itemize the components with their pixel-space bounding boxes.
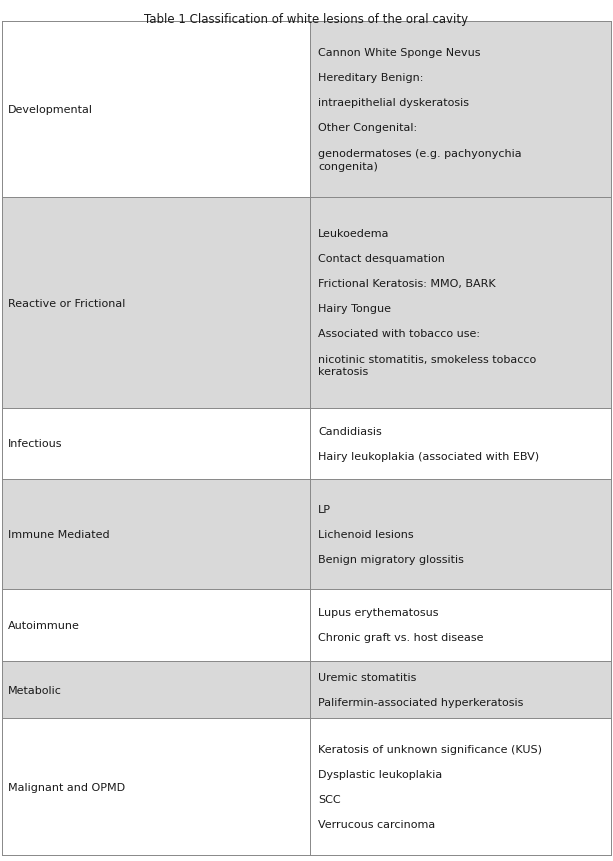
Bar — [2, 198, 310, 408]
Bar — [310, 480, 611, 590]
Text: Hereditary Benign:: Hereditary Benign: — [318, 72, 424, 83]
Text: Cannon White Sponge Nevus: Cannon White Sponge Nevus — [318, 47, 481, 58]
Text: Frictional Keratosis: MMO, BARK: Frictional Keratosis: MMO, BARK — [318, 278, 496, 288]
Text: intraepithelial dyskeratosis: intraepithelial dyskeratosis — [318, 97, 469, 108]
Text: nicotinic stomatitis, smokeless tobacco
keratosis: nicotinic stomatitis, smokeless tobacco … — [318, 354, 536, 377]
Text: Infectious: Infectious — [8, 439, 63, 449]
Bar — [2, 590, 310, 661]
Text: Leukoedema: Leukoedema — [318, 228, 389, 238]
Bar — [310, 661, 611, 719]
Text: Verrucous carcinoma: Verrucous carcinoma — [318, 820, 435, 829]
Bar — [310, 408, 611, 480]
Text: Lupus erythematosus: Lupus erythematosus — [318, 608, 438, 617]
Text: Contact desquamation: Contact desquamation — [318, 253, 445, 263]
Text: Other Congenital:: Other Congenital: — [318, 122, 417, 133]
Text: Associated with tobacco use:: Associated with tobacco use: — [318, 328, 480, 338]
Text: Hairy leukoplakia (associated with EBV): Hairy leukoplakia (associated with EBV) — [318, 451, 539, 461]
Text: genodermatoses (e.g. pachyonychia
congenita): genodermatoses (e.g. pachyonychia congen… — [318, 149, 522, 171]
Text: Autoimmune: Autoimmune — [8, 620, 80, 630]
Text: Benign migratory glossitis: Benign migratory glossitis — [318, 554, 464, 565]
Text: Chronic graft vs. host disease: Chronic graft vs. host disease — [318, 633, 484, 642]
Text: Immune Mediated: Immune Mediated — [8, 530, 110, 540]
Bar — [310, 22, 611, 198]
Text: Developmental: Developmental — [8, 105, 93, 115]
Text: Reactive or Frictional: Reactive or Frictional — [8, 298, 126, 308]
Bar — [2, 661, 310, 719]
Text: Metabolic: Metabolic — [8, 684, 62, 695]
Text: Palifermin-associated hyperkeratosis: Palifermin-associated hyperkeratosis — [318, 697, 524, 707]
Text: Lichenoid lesions: Lichenoid lesions — [318, 530, 414, 540]
Text: Dysplastic leukoplakia: Dysplastic leukoplakia — [318, 770, 442, 779]
Bar — [310, 719, 611, 855]
Text: Keratosis of unknown significance (KUS): Keratosis of unknown significance (KUS) — [318, 745, 542, 754]
Bar — [2, 408, 310, 480]
Bar — [2, 480, 310, 590]
Text: LP: LP — [318, 505, 331, 515]
Text: Malignant and OPMD: Malignant and OPMD — [8, 782, 125, 792]
Text: Hairy Tongue: Hairy Tongue — [318, 303, 391, 313]
Text: Candidiasis: Candidiasis — [318, 426, 382, 437]
Bar — [310, 198, 611, 408]
Bar — [2, 22, 310, 198]
Text: Uremic stomatitis: Uremic stomatitis — [318, 672, 416, 682]
Text: SCC: SCC — [318, 795, 341, 804]
Text: Table 1 Classification of white lesions of the oral cavity: Table 1 Classification of white lesions … — [145, 13, 468, 26]
Bar — [2, 719, 310, 855]
Bar — [310, 590, 611, 661]
